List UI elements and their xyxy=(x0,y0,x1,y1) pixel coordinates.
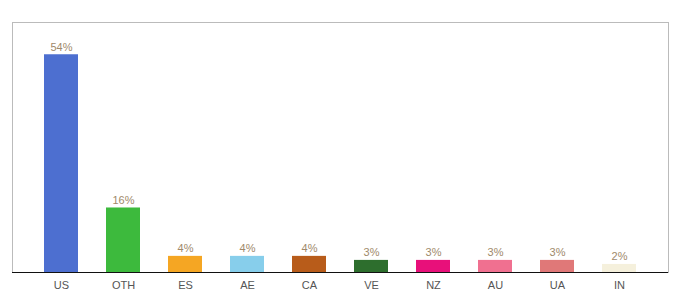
svg-text:AE: AE xyxy=(240,279,255,291)
svg-text:3%: 3% xyxy=(550,246,566,258)
svg-text:54%: 54% xyxy=(50,41,72,53)
svg-text:3%: 3% xyxy=(426,246,442,258)
svg-text:4%: 4% xyxy=(240,242,256,254)
svg-text:3%: 3% xyxy=(488,246,504,258)
svg-text:AU: AU xyxy=(488,279,503,291)
svg-text:CA: CA xyxy=(302,279,318,291)
svg-text:16%: 16% xyxy=(112,194,134,206)
svg-text:4%: 4% xyxy=(302,242,318,254)
svg-text:OTH: OTH xyxy=(112,279,135,291)
svg-text:ES: ES xyxy=(178,279,193,291)
svg-text:2%: 2% xyxy=(612,250,628,262)
svg-text:IN: IN xyxy=(614,279,625,291)
svg-text:4%: 4% xyxy=(178,242,194,254)
svg-text:NZ: NZ xyxy=(426,279,441,291)
svg-text:3%: 3% xyxy=(364,246,380,258)
svg-text:UA: UA xyxy=(550,279,566,291)
svg-text:US: US xyxy=(54,279,69,291)
svg-text:VE: VE xyxy=(364,279,379,291)
